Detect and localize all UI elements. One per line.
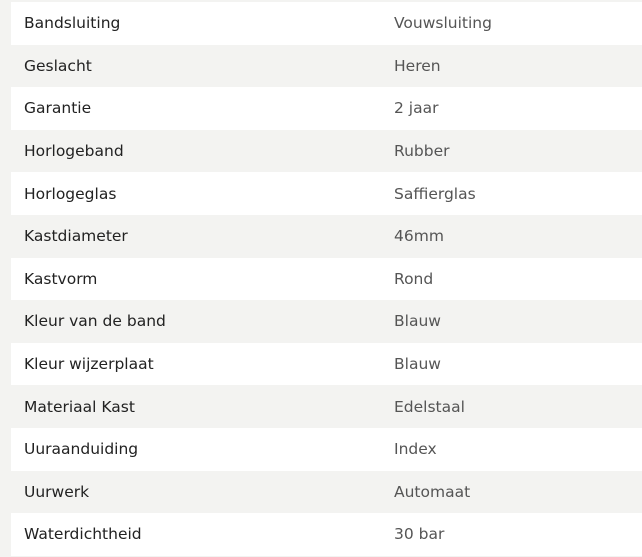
spec-row: Uuraanduiding Index <box>11 427 642 471</box>
spec-label: Horlogeband <box>24 142 124 161</box>
spec-value: Edelstaal <box>394 397 465 416</box>
spec-row: Horlogeband Rubber <box>11 129 642 173</box>
spec-value: Index <box>394 440 437 459</box>
spec-value: Automaat <box>394 482 471 501</box>
spec-value: 46mm <box>394 227 444 246</box>
spec-row: Materiaal Kast Edelstaal <box>11 385 642 428</box>
spec-label: Kleur wijzerplaat <box>24 355 154 374</box>
spec-label: Kastdiameter <box>24 227 128 246</box>
spec-label: Kastvorm <box>24 269 98 288</box>
spec-label: Geslacht <box>24 56 92 75</box>
spec-row: Geslacht Heren <box>11 44 642 88</box>
spec-label: Horlogeglas <box>24 184 117 203</box>
spec-value: Blauw <box>394 355 441 374</box>
spec-value: 30 bar <box>394 525 445 544</box>
spec-row: Kastdiameter 46mm <box>11 214 642 258</box>
spec-label: Uurwerk <box>24 482 90 501</box>
spec-value: 2 jaar <box>394 99 439 118</box>
spec-row: Waterdichtheid 30 bar <box>11 513 642 556</box>
spec-value: Vouwsluiting <box>394 14 492 33</box>
spec-label: Garantie <box>24 99 92 118</box>
spec-row: Kastvorm Rond <box>11 257 642 301</box>
spec-label: Waterdichtheid <box>24 525 142 544</box>
spec-row: Garantie 2 jaar <box>11 87 642 130</box>
spec-label: Materiaal Kast <box>24 397 135 416</box>
spec-row: Kleur van de band Blauw <box>11 300 642 343</box>
spec-row: Bandsluiting Vouwsluiting <box>11 2 642 45</box>
spec-row: Uurwerk Automaat <box>11 470 642 514</box>
spec-row: Kleur wijzerplaat Blauw <box>11 342 642 386</box>
spec-row: Horlogeglas Saffierglas <box>11 172 642 215</box>
spec-value: Rond <box>394 269 434 288</box>
spec-label: Uuraanduiding <box>24 440 139 459</box>
spec-label: Bandsluiting <box>24 14 121 33</box>
spec-label: Kleur van de band <box>24 312 166 331</box>
spec-value: Heren <box>394 56 441 75</box>
spec-value: Saffierglas <box>394 184 476 203</box>
spec-value: Blauw <box>394 312 441 331</box>
spec-value: Rubber <box>394 142 450 161</box>
